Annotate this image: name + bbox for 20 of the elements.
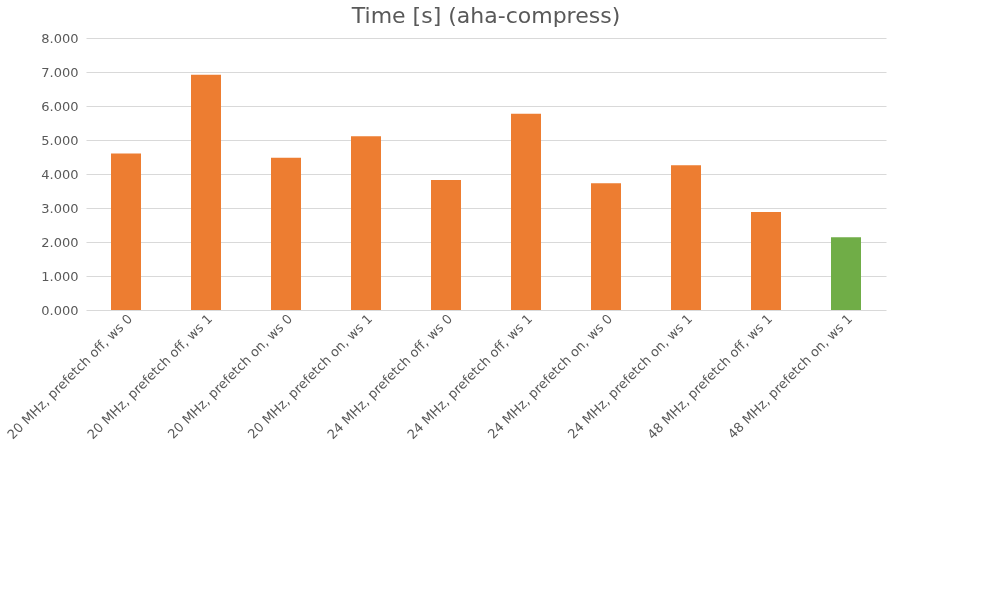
y-tick-label: 1.000 <box>41 268 79 284</box>
bar <box>431 180 461 310</box>
y-tick-label: 7.000 <box>41 64 79 80</box>
bar <box>591 183 621 310</box>
bar <box>511 113 541 310</box>
chart-title: Time [s] (aha-compress) <box>350 3 621 28</box>
y-tick-label: 6.000 <box>41 98 79 114</box>
bar <box>351 136 381 310</box>
y-tick-label: 0.000 <box>41 302 79 318</box>
y-tick-label: 8.000 <box>41 30 79 46</box>
y-tick-label: 4.000 <box>41 166 79 182</box>
bar <box>271 157 301 310</box>
y-tick-label: 3.000 <box>41 200 79 216</box>
y-tick-label: 5.000 <box>41 132 79 148</box>
bar <box>111 153 141 310</box>
bar <box>671 165 701 310</box>
y-tick-label: 2.000 <box>41 234 79 250</box>
bar <box>191 74 221 310</box>
bar <box>751 212 781 310</box>
bar <box>831 237 861 310</box>
